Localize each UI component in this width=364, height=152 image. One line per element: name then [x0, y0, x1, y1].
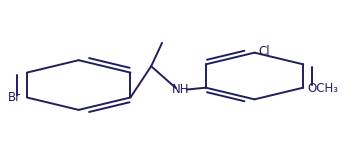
Text: NH: NH: [171, 83, 189, 96]
Text: Cl: Cl: [259, 45, 270, 58]
Text: OCH₃: OCH₃: [308, 82, 339, 95]
Text: Br: Br: [8, 91, 21, 104]
